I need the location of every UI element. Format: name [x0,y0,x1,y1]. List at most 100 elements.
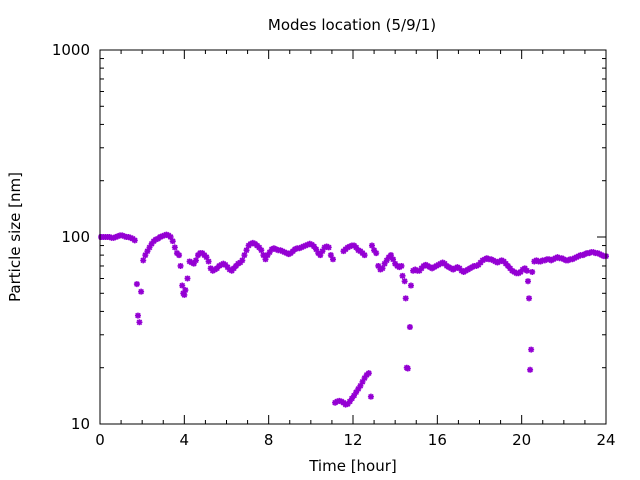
data-point [357,382,364,389]
data-point [365,370,372,377]
data-point [529,268,536,275]
data-point [205,258,212,265]
data-point [138,288,145,295]
data-point [407,282,414,289]
data-point [207,265,214,272]
data-point [300,243,307,250]
y-tick-label: 10 [71,415,90,433]
data-point [507,265,514,272]
data-point [327,252,334,259]
data-point [398,262,405,269]
data-point [273,246,280,253]
data-point [524,278,531,285]
data-point [387,252,394,259]
data-point [298,244,305,251]
data-point [148,240,155,247]
data-point [344,244,351,251]
data-point [159,233,166,240]
data-point [383,257,390,264]
data-point [353,244,360,251]
data-point [114,233,121,240]
data-point [306,240,313,247]
data-point [121,233,128,240]
data-point [176,252,183,259]
data-point [157,234,164,240]
plot-frame [99,49,607,425]
data-point [344,400,351,407]
x-tick-label: 24 [596,431,615,449]
data-point [266,249,273,256]
data-point [401,278,408,285]
data-point [329,256,336,263]
data-point [167,234,174,240]
data-point [262,256,269,263]
data-point [144,248,151,255]
data-point [367,393,374,400]
data-point [346,398,353,405]
data-point [179,282,186,289]
data-point [184,275,191,282]
data-point [181,291,188,298]
data-point [521,265,528,272]
data-point [317,252,324,259]
data-point [526,295,533,302]
data-point [321,244,328,251]
data-point [373,250,380,257]
data-point [523,267,530,274]
chart-title: Modes location (5/9/1) [268,16,436,34]
data-point [190,260,197,267]
data-point [313,246,320,253]
data-point [239,257,246,264]
data-point [125,234,132,240]
data-point [390,256,397,263]
data-point [302,242,309,249]
data-point [260,252,267,259]
data-point [127,234,134,241]
data-point [325,244,332,251]
x-tick-label: 4 [180,431,190,449]
data-point [203,254,210,261]
data-point [355,385,362,392]
y-tick-label: 100 [61,228,90,246]
data-point [133,281,140,288]
data-point [256,244,263,251]
data-point [182,287,189,294]
data-point [402,295,409,302]
data-point [112,234,119,240]
data-point [381,260,388,267]
data-point [241,252,248,259]
data-point [371,247,378,254]
data-point [142,252,149,259]
data-point [361,252,368,259]
data-point [323,243,330,250]
data-point [131,237,138,244]
data-point [292,246,299,253]
data-point [110,234,117,241]
data-point [406,324,413,331]
data-points [98,231,609,408]
data-point [258,247,265,254]
y-axis-label: Particle size [nm] [6,172,24,302]
data-point [268,246,275,253]
data-point [355,247,362,254]
x-tick-label: 8 [264,431,274,449]
data-point [528,346,535,353]
data-point [416,267,423,274]
data-point [304,241,311,248]
data-point [296,245,303,252]
data-point [310,243,317,250]
data-point [264,252,271,259]
data-point [192,257,199,264]
data-point [517,268,524,275]
data-point [346,243,353,250]
x-tick-label: 12 [343,431,362,449]
data-point [169,238,176,245]
data-point [361,375,368,382]
data-point [399,272,406,279]
data-point [279,248,286,255]
data-point [527,366,534,373]
data-point [152,236,159,243]
data-point [375,262,382,269]
data-point [359,378,366,385]
